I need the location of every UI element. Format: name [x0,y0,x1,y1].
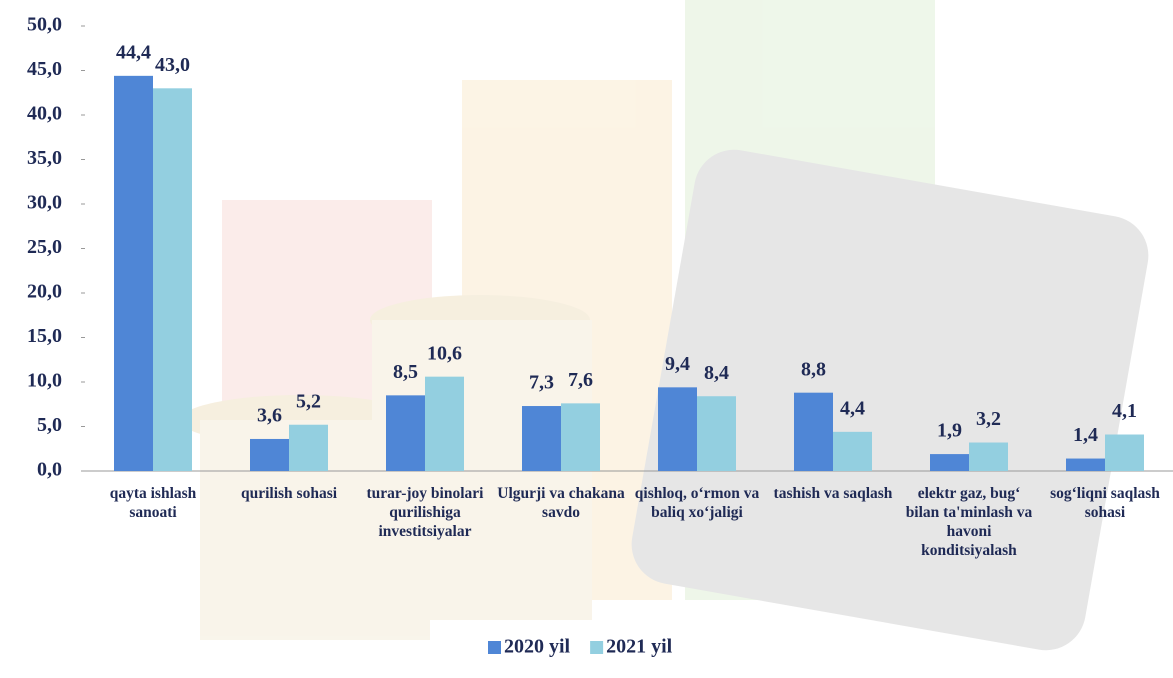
x-tick-label: tashish va saqlash [773,485,893,502]
y-tick-label: 25,0 [27,236,62,258]
value-label: 4,4 [840,397,865,419]
decor-bar [685,0,935,600]
legend-label: 2021 yil [606,636,673,658]
value-label: 43,0 [155,54,190,76]
bar [1066,458,1105,471]
bar [425,376,464,471]
value-label: 8,8 [801,358,826,380]
y-tick-label: 50,0 [27,14,62,36]
bar [930,454,969,471]
legend-label: 2020 yil [504,636,571,658]
x-tick-label: elektr gaz, bug‘ bilan ta'minlash va hav… [905,485,1033,559]
value-label: 7,3 [529,372,554,394]
y-tick-label: 10,0 [27,370,62,392]
value-label: 5,2 [296,390,321,412]
legend-swatch [488,641,501,654]
x-tick-label: turar-joy binolari qurilishiga investits… [366,485,484,540]
bar [289,424,328,471]
value-label: 3,6 [257,405,282,427]
x-tick-label: qishloq, o‘rmon va baliq xo‘jaligi [634,485,760,521]
x-tick-label: qurilish sohasi [240,485,338,502]
decor-calculator [631,149,1149,651]
y-tick-label: 0,0 [37,459,62,481]
bar [561,403,600,471]
x-tick-label: qayta ishlash sanoati [109,485,197,521]
y-tick-label: 30,0 [27,192,62,214]
bar [153,88,192,472]
x-tick-label: Ulgurji va chakana savdo [497,485,625,521]
value-label: 1,9 [937,420,962,442]
value-label: 44,4 [116,41,151,63]
value-label: 3,2 [976,408,1001,430]
y-tick-label: 35,0 [27,147,62,169]
y-tick-label: 45,0 [27,58,62,80]
y-tick-label: 20,0 [27,281,62,303]
value-label: 10,6 [427,342,462,364]
bar [1105,434,1144,471]
y-tick-label: 40,0 [27,103,62,125]
value-label: 8,5 [393,361,418,383]
decor-coin [370,295,590,345]
bar [386,395,425,471]
bar [794,392,833,471]
legend-swatch [590,641,604,654]
value-label: 4,1 [1112,400,1137,422]
bar [522,406,561,471]
bar [833,431,872,471]
y-tick-label: 15,0 [27,325,62,347]
bar [697,396,736,471]
bar [969,442,1008,471]
decor-coin [180,395,420,445]
x-tick-label: sog‘liqni saqlash sohasi [1050,485,1160,521]
y-tick-label: 5,0 [37,414,62,436]
bar [114,75,153,471]
value-label: 7,6 [568,369,593,391]
value-label: 1,4 [1073,424,1098,446]
bar [658,387,697,471]
value-label: 8,4 [704,362,729,384]
value-label: 9,4 [665,353,690,375]
bar [250,438,289,471]
decor-bar [462,80,672,600]
